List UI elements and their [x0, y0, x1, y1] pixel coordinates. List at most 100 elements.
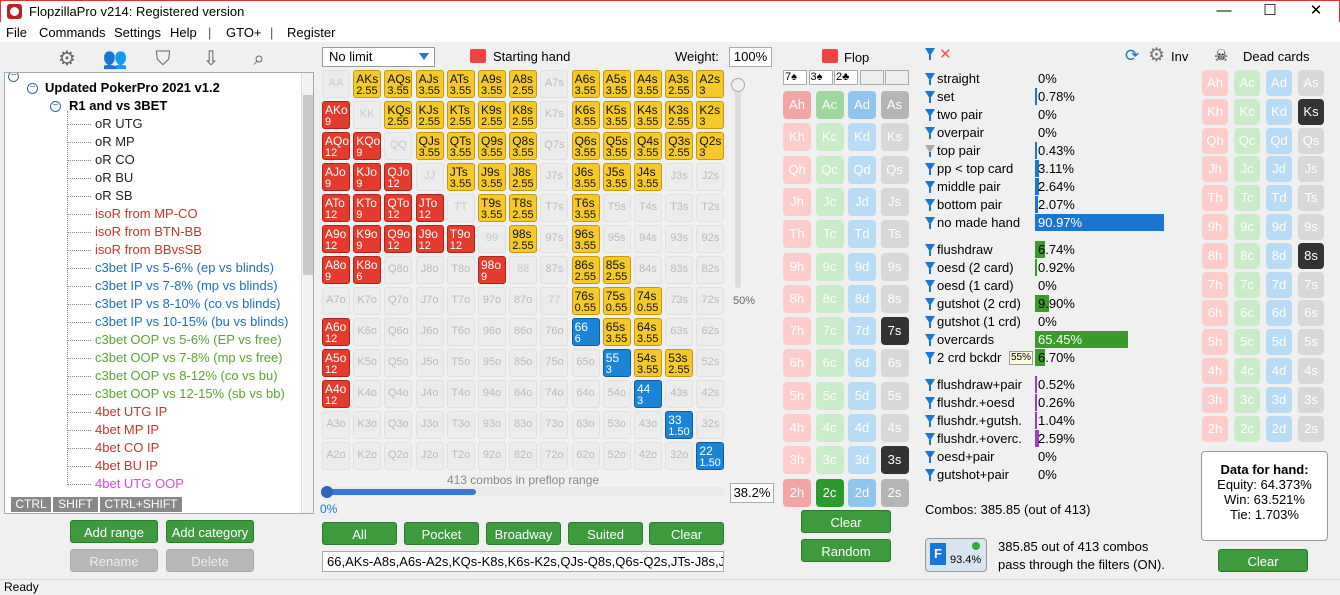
- hand-cell[interactable]: K2s 3: [696, 101, 725, 129]
- filter-row[interactable]: no made hand 90.97%: [925, 214, 1185, 232]
- menu-register[interactable]: Register: [287, 25, 336, 40]
- flop-card[interactable]: Qc: [815, 155, 844, 184]
- tree-item[interactable]: oR MP: [95, 134, 135, 149]
- flop-card[interactable]: Ah: [783, 91, 811, 119]
- flop-card[interactable]: 4s: [880, 414, 909, 442]
- tree-item[interactable]: c3bet OOP vs 5-6% (EP vs free): [95, 332, 282, 347]
- funnel-icon[interactable]: [925, 316, 935, 328]
- hand-cell[interactable]: 33 1.50: [665, 411, 694, 439]
- flop-card[interactable]: 4d: [848, 414, 876, 442]
- filter-row[interactable]: middle pair 2.64%: [925, 178, 1185, 196]
- hand-cell[interactable]: 82o: [509, 442, 538, 470]
- flop-card[interactable]: 3d: [848, 446, 876, 475]
- hand-cell[interactable]: T9o 12: [446, 225, 475, 253]
- hand-cell[interactable]: 86s 2.55: [571, 256, 600, 284]
- hand-cell[interactable]: 62s: [696, 318, 725, 346]
- filter-row[interactable]: oesd+pair 0%: [925, 448, 1185, 466]
- hand-cell[interactable]: J3s: [665, 163, 694, 191]
- menu-file[interactable]: File: [6, 25, 27, 40]
- dead-card[interactable]: Kc: [1234, 98, 1260, 125]
- hand-cell[interactable]: A8s 2.55: [509, 70, 538, 98]
- flop-card[interactable]: 7h: [783, 317, 811, 346]
- hand-cell[interactable]: TT: [446, 194, 475, 222]
- flop-card[interactable]: 2d: [848, 478, 876, 507]
- dead-card[interactable]: Ts: [1298, 185, 1324, 212]
- hand-cell[interactable]: 97s: [540, 225, 569, 253]
- hand-cell[interactable]: 44 3: [634, 380, 662, 408]
- flop-card[interactable]: Qh: [783, 155, 811, 184]
- flop-card[interactable]: Tc: [815, 220, 844, 249]
- hand-cell[interactable]: JTs 3.55: [446, 163, 475, 191]
- flop-card[interactable]: 6d: [848, 349, 876, 378]
- hand-cell[interactable]: 98o 9: [478, 256, 506, 284]
- hand-cell[interactable]: 55 3: [602, 349, 631, 377]
- shift-key[interactable]: SHIFT: [53, 497, 98, 512]
- hand-cell[interactable]: A4o 12: [322, 380, 350, 408]
- funnel-icon[interactable]: [925, 199, 935, 211]
- dead-card[interactable]: 5d: [1266, 329, 1292, 356]
- funnel-icon[interactable]: [925, 127, 935, 139]
- hand-cell[interactable]: A3s 2.55: [665, 70, 694, 98]
- dead-card[interactable]: 3d: [1266, 386, 1292, 413]
- tree-item[interactable]: oR BU: [95, 170, 134, 185]
- hand-cell[interactable]: J4s 3.55: [634, 163, 662, 191]
- range-progress-knob[interactable]: [321, 486, 333, 498]
- tree-item[interactable]: isoR from MP-CO: [95, 206, 198, 221]
- hand-cell[interactable]: AJs 3.55: [415, 70, 444, 98]
- dead-card[interactable]: 2c: [1234, 415, 1260, 442]
- hand-cell[interactable]: K9o 9: [353, 225, 382, 253]
- collapse-icon[interactable]: −: [27, 83, 38, 94]
- funnel-icon[interactable]: [925, 91, 935, 103]
- funnel-icon[interactable]: [925, 244, 935, 256]
- funnel-icon[interactable]: [925, 217, 935, 229]
- broadway-button[interactable]: Broadway: [486, 522, 561, 545]
- flop-card[interactable]: 7c: [815, 317, 844, 346]
- hand-cell[interactable]: J8o: [415, 256, 444, 284]
- dead-card[interactable]: 6c: [1234, 300, 1260, 327]
- hand-cell[interactable]: T6s 3.55: [571, 194, 600, 222]
- hand-cell[interactable]: 43o: [634, 411, 662, 439]
- hand-cell[interactable]: 52s: [696, 349, 725, 377]
- hand-cell[interactable]: KJs 2.55: [415, 101, 444, 129]
- add-category-button[interactable]: Add category: [166, 520, 254, 543]
- hand-cell[interactable]: 92o: [478, 442, 506, 470]
- tree-item[interactable]: c3bet OOP vs 7-8% (mp vs free): [95, 350, 283, 365]
- funnel-icon[interactable]: [925, 145, 935, 157]
- hand-cell[interactable]: K3o: [353, 411, 382, 439]
- hand-cell[interactable]: A9s 3.55: [478, 70, 506, 98]
- hand-cell[interactable]: J7s: [540, 163, 569, 191]
- hand-cell[interactable]: KJo 9: [353, 163, 382, 191]
- funnel-icon[interactable]: [925, 379, 935, 391]
- pass-filter-badge[interactable]: F 93.4%: [925, 538, 987, 572]
- flop-card[interactable]: 3h: [783, 446, 811, 475]
- flop-clear-button[interactable]: Clear: [801, 510, 891, 533]
- tree-item[interactable]: c3bet IP vs 8-10% (co vs blinds): [95, 296, 281, 311]
- hand-cell[interactable]: A8o 9: [322, 256, 350, 284]
- hand-cell[interactable]: T3o: [446, 411, 475, 439]
- hand-cell[interactable]: 95s: [602, 225, 631, 253]
- hand-cell[interactable]: QQ: [384, 132, 413, 160]
- hand-cell[interactable]: 99: [478, 225, 506, 253]
- flop-slot[interactable]: [885, 70, 909, 85]
- flop-card[interactable]: Qd: [848, 155, 876, 184]
- hand-cell[interactable]: AQs 3.55: [384, 70, 413, 98]
- hand-cell[interactable]: K5s 3.55: [602, 101, 631, 129]
- filter-badge[interactable]: 55%: [1009, 351, 1034, 365]
- hand-cell[interactable]: A2s 3: [696, 70, 725, 98]
- flop-card[interactable]: 6s: [880, 349, 909, 378]
- flop-card[interactable]: Jh: [783, 187, 811, 216]
- dead-card[interactable]: 9c: [1234, 214, 1260, 240]
- hand-cell[interactable]: 87o: [509, 287, 538, 315]
- dead-card[interactable]: As: [1298, 70, 1324, 96]
- dead-card[interactable]: Ks: [1298, 98, 1324, 125]
- funnel-icon[interactable]: [925, 415, 935, 427]
- dead-card[interactable]: Tc: [1234, 185, 1260, 212]
- funnel-icon[interactable]: [925, 280, 935, 292]
- minimize-button[interactable]: —: [1216, 2, 1232, 19]
- flop-card[interactable]: 8s: [880, 284, 909, 313]
- filter-row[interactable]: overcards 65.45%: [925, 331, 1185, 349]
- dead-card[interactable]: Ac: [1234, 70, 1260, 96]
- hand-cell[interactable]: 62o: [571, 442, 600, 470]
- hand-cell[interactable]: 96s 3.55: [571, 225, 600, 253]
- hand-cell[interactable]: T2s: [696, 194, 725, 222]
